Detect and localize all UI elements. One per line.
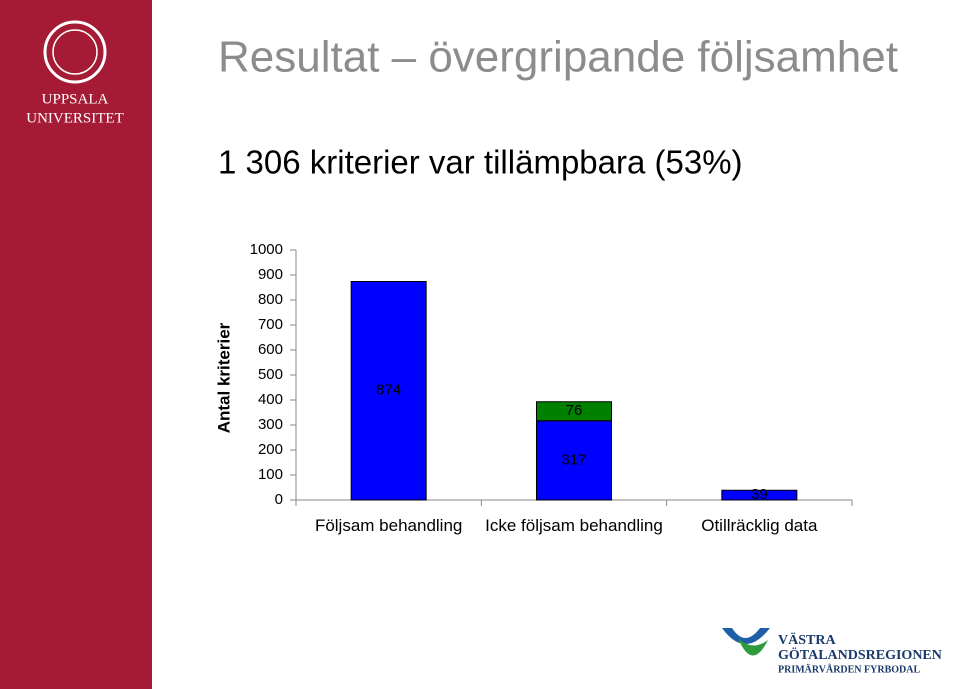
bar — [350, 281, 427, 501]
value-label: 317 — [561, 451, 586, 468]
footer-logo-text: VÄSTRA — [778, 632, 836, 648]
value-label: 39 — [751, 486, 768, 503]
y-tick-label: 500 — [258, 366, 283, 383]
logo-seal — [43, 20, 107, 84]
x-tick-label: Icke följsam behandling — [485, 516, 663, 535]
logo-text: UNIVERSITET — [26, 110, 124, 126]
y-tick-label: 300 — [258, 416, 283, 433]
logo-text: UPPSALA — [42, 91, 109, 107]
y-tick-label: 1000 — [250, 241, 283, 258]
value-label: 76 — [566, 402, 583, 419]
y-tick-label: 100 — [258, 466, 283, 483]
bar — [536, 401, 612, 422]
footer-logo-text: GÖTALANDSREGIONEN — [778, 646, 942, 663]
y-tick-label: 600 — [258, 341, 283, 358]
slide-title: Resultat – övergripande följsamhet — [218, 33, 898, 82]
y-axis-label: Antal kriterier — [214, 322, 233, 433]
value-label: 874 — [376, 382, 401, 399]
y-tick-label: 200 — [258, 441, 283, 458]
slide-subtitle: 1 306 kriterier var tillämpbara (53%) — [218, 144, 743, 181]
footer-logo-mark — [722, 628, 770, 644]
y-tick-label: 0 — [275, 491, 283, 508]
bar — [536, 420, 612, 501]
x-tick-label: Följsam behandling — [314, 516, 463, 535]
footer-logo-mark — [738, 638, 768, 656]
side-band — [0, 0, 152, 689]
footer-logo-text: PRIMÄRVÅRDEN FYRBODAL — [778, 662, 920, 675]
logo-seal-inner — [52, 29, 98, 75]
bar — [721, 489, 798, 501]
y-tick-label: 900 — [258, 266, 283, 283]
y-tick-label: 800 — [258, 291, 283, 308]
y-tick-label: 700 — [258, 316, 283, 333]
x-tick-label: Otillräcklig data — [701, 516, 818, 535]
y-tick-label: 400 — [258, 391, 283, 408]
